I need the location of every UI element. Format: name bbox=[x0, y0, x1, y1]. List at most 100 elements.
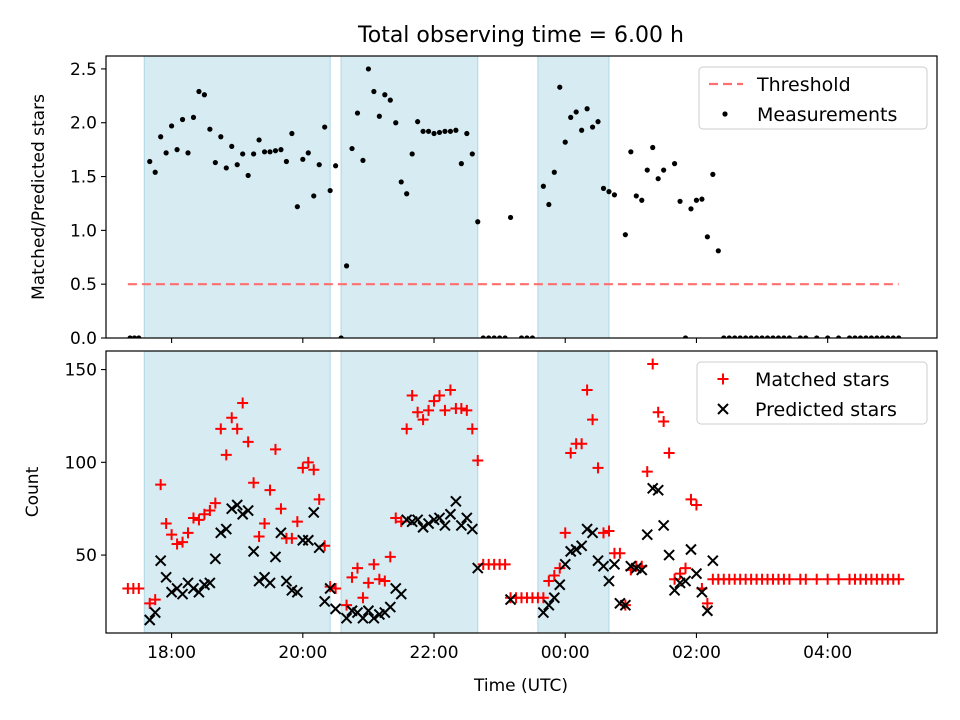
axes-frame bbox=[105, 350, 938, 634]
predicted-point bbox=[176, 588, 189, 600]
legend-measurement-swatch bbox=[722, 111, 728, 117]
matched-point bbox=[685, 493, 697, 505]
measurement-point bbox=[846, 335, 853, 338]
x-tick-label: 18:00 bbox=[147, 643, 196, 663]
measurement-point bbox=[781, 335, 787, 338]
measurement-point bbox=[546, 201, 552, 208]
matched-point bbox=[259, 518, 271, 530]
predicted-point bbox=[264, 577, 276, 589]
predicted-point bbox=[275, 527, 287, 539]
predicted-point bbox=[597, 560, 610, 572]
observing-window-2 bbox=[340, 56, 479, 338]
observing-window-3 bbox=[537, 351, 610, 633]
x-axis-label: Time (UTC) bbox=[473, 676, 568, 696]
predicted-point bbox=[253, 575, 265, 587]
predicted-point bbox=[559, 558, 571, 571]
predicted-point bbox=[641, 528, 653, 541]
matched-point bbox=[133, 582, 145, 594]
matched-point bbox=[264, 484, 276, 496]
matched-point bbox=[204, 505, 216, 517]
matched-point bbox=[455, 403, 467, 415]
predicted-point bbox=[318, 595, 331, 608]
measurement-point bbox=[562, 139, 568, 145]
predicted-point bbox=[395, 588, 407, 600]
matched-point bbox=[313, 493, 325, 505]
measurement-point bbox=[136, 335, 142, 338]
measurement-point bbox=[732, 335, 738, 338]
measurement-point bbox=[272, 148, 279, 154]
measurement-point bbox=[857, 335, 864, 338]
predicted-point bbox=[554, 579, 566, 591]
predicted-point bbox=[291, 586, 304, 598]
measurement-point bbox=[748, 335, 754, 338]
measurement-point bbox=[622, 232, 628, 238]
matched-point bbox=[652, 406, 664, 418]
matched-point bbox=[406, 390, 418, 402]
matched-point bbox=[444, 384, 456, 396]
plot-area bbox=[127, 56, 902, 338]
predicted-point bbox=[433, 512, 446, 524]
measurement-point bbox=[491, 335, 497, 338]
matched-point bbox=[379, 575, 391, 587]
measurement-point bbox=[874, 335, 880, 338]
matched-point bbox=[351, 562, 363, 574]
predicted-point bbox=[543, 599, 555, 611]
measurement-point bbox=[469, 151, 475, 157]
matched-point bbox=[412, 406, 424, 418]
matched-point bbox=[346, 571, 358, 583]
matched-point bbox=[237, 397, 249, 409]
measurement-point bbox=[480, 335, 486, 338]
matched-point bbox=[800, 573, 812, 585]
matched-point bbox=[680, 562, 692, 574]
measurement-point bbox=[507, 214, 514, 221]
measurement-point bbox=[207, 126, 213, 132]
predicted-point bbox=[362, 605, 375, 617]
predicted-point bbox=[603, 575, 615, 587]
predicted-point bbox=[242, 504, 254, 517]
axes-frame bbox=[105, 55, 938, 339]
matched-point bbox=[324, 581, 336, 593]
measurement-point bbox=[294, 204, 300, 210]
matched-point bbox=[592, 462, 604, 474]
predicted-point bbox=[444, 508, 457, 520]
measurement-point bbox=[868, 335, 874, 338]
measurement-point bbox=[682, 335, 689, 338]
bottom-panel: 18:00 20:00 22:00 00:00 02:00 04:00 50 100 150 Co… bbox=[23, 350, 938, 663]
matched-point bbox=[439, 404, 451, 416]
matched-point bbox=[701, 597, 713, 609]
matched-point bbox=[166, 529, 178, 541]
predicted-point bbox=[193, 586, 205, 598]
matched-point bbox=[341, 599, 353, 611]
measurement-point bbox=[300, 156, 306, 162]
measurement-point bbox=[797, 335, 803, 338]
predicted-point bbox=[439, 519, 451, 532]
measurement-point bbox=[737, 335, 743, 338]
matched-point bbox=[576, 438, 588, 450]
predicted-point bbox=[368, 612, 380, 624]
matched-point bbox=[472, 454, 484, 466]
measurement-point bbox=[835, 335, 842, 338]
y-tick-label: 1.5 bbox=[70, 168, 97, 188]
measurement-point bbox=[650, 144, 656, 151]
predicted-point bbox=[663, 549, 675, 561]
predicted-point bbox=[340, 612, 353, 624]
predicted-point bbox=[280, 575, 293, 587]
measurement-point bbox=[240, 151, 246, 157]
legend-matched-swatch bbox=[717, 373, 729, 385]
measurement-point bbox=[540, 183, 546, 189]
matched-point bbox=[428, 395, 440, 407]
measurement-point bbox=[267, 149, 273, 155]
measurement-point bbox=[229, 143, 235, 150]
matched-point bbox=[565, 447, 577, 459]
measurement-point bbox=[644, 167, 650, 173]
measurement-point bbox=[879, 335, 885, 338]
y-tick-label: 150 bbox=[65, 361, 97, 381]
matched-point bbox=[155, 479, 167, 491]
measurement-point bbox=[311, 193, 317, 199]
matched-point bbox=[226, 412, 238, 424]
matched-point bbox=[253, 531, 265, 543]
measurement-point bbox=[786, 335, 792, 338]
matched-point bbox=[581, 384, 593, 396]
measurement-point bbox=[606, 189, 612, 195]
predicted-point bbox=[220, 523, 232, 535]
